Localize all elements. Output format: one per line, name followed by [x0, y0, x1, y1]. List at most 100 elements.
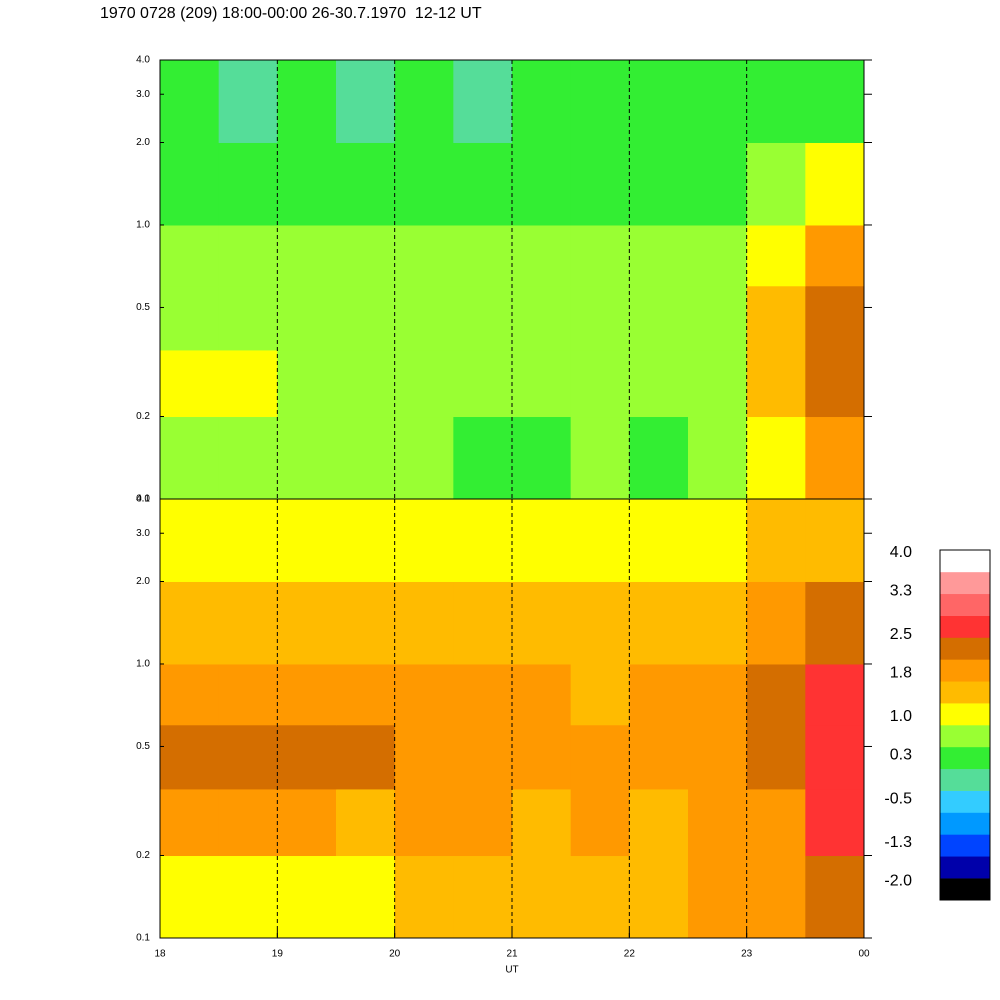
x-tick-label: 00: [858, 949, 870, 960]
heat-cell: [512, 663, 572, 726]
heat-cell: [218, 724, 278, 790]
heat-cell: [336, 224, 396, 287]
colorbar-band: [940, 878, 990, 901]
heat-cell: [746, 416, 806, 500]
heat-cell: [512, 285, 572, 351]
x-axis-label: UT: [505, 965, 518, 976]
heat-cell: [336, 499, 396, 582]
heat-cell: [512, 855, 572, 939]
heat-cell: [336, 60, 396, 143]
heat-cell: [277, 224, 337, 287]
heat-cell: [746, 788, 806, 857]
heat-cell: [218, 60, 278, 143]
heat-cell: [336, 663, 396, 726]
heat-cell: [746, 855, 806, 939]
heat-cell: [160, 349, 220, 418]
heat-cell: [570, 855, 630, 939]
heat-cell: [160, 142, 220, 226]
colorbar-label: 1.0: [890, 708, 912, 725]
heat-cell: [512, 416, 572, 500]
x-tick-label: 18: [154, 949, 166, 960]
heat-cell: [570, 499, 630, 582]
heat-cell: [218, 499, 278, 582]
heat-cell: [453, 724, 513, 790]
heat-cell: [512, 788, 572, 857]
heat-cell: [629, 499, 689, 582]
heat-cell: [394, 663, 454, 726]
colorbar-label: -2.0: [884, 872, 912, 889]
heat-cell: [688, 724, 748, 790]
heat-cell: [512, 349, 572, 418]
heat-cell: [453, 663, 513, 726]
colorbar-frame: [939, 549, 991, 901]
heat-cell: [688, 499, 748, 582]
heat-cell: [160, 224, 220, 287]
heat-cell: [629, 224, 689, 287]
heat-cell: [688, 581, 748, 665]
heat-cell: [394, 285, 454, 351]
heat-cell: [629, 142, 689, 226]
heat-cell: [160, 499, 220, 582]
heat-cell: [394, 581, 454, 665]
heat-cell: [453, 855, 513, 939]
colorbar-band: [940, 790, 990, 813]
heat-cell: [218, 224, 278, 287]
heat-cell: [160, 788, 220, 857]
heat-cell: [218, 285, 278, 351]
heat-cell: [629, 349, 689, 418]
plot-frame: [159, 498, 865, 939]
heat-cell: [805, 855, 865, 939]
heat-cell: [336, 855, 396, 939]
heat-cell: [512, 581, 572, 665]
heat-cell: [394, 224, 454, 287]
heat-cell: [336, 142, 396, 226]
heat-cell: [394, 499, 454, 582]
heat-cell: [218, 663, 278, 726]
heat-cell: [160, 60, 220, 143]
heat-cell: [805, 663, 865, 726]
colorbar-band: [940, 637, 990, 660]
colorbar-band: [940, 571, 990, 595]
heat-cell: [746, 581, 806, 665]
heat-cell: [629, 724, 689, 790]
colorbar-band: [940, 703, 990, 726]
heat-cell: [277, 855, 337, 939]
heat-cell: [453, 416, 513, 500]
heat-cell: [746, 285, 806, 351]
heat-cell: [336, 581, 396, 665]
heat-cell: [277, 724, 337, 790]
heat-cell: [688, 788, 748, 857]
heat-cell: [805, 416, 865, 500]
heat-cell: [277, 60, 337, 143]
heat-cell: [570, 663, 630, 726]
heat-cell: [746, 349, 806, 418]
heat-cell: [805, 60, 865, 143]
y-tick-label: 0.1: [136, 933, 150, 944]
heat-cell: [277, 788, 337, 857]
colorbar-band: [940, 725, 990, 748]
heat-cell: [570, 285, 630, 351]
heat-cell: [277, 416, 337, 500]
heat-cell: [218, 349, 278, 418]
heat-cell: [746, 663, 806, 726]
chart-title: 1970 0728 (209) 18:00-00:00 26-30.7.1970…: [100, 5, 482, 22]
heat-cell: [160, 581, 220, 665]
heat-cell: [570, 724, 630, 790]
heat-cell: [453, 142, 513, 226]
heat-cell: [805, 142, 865, 226]
heat-cell: [805, 499, 865, 582]
heat-cell: [277, 663, 337, 726]
heat-cell: [394, 788, 454, 857]
y-tick-label: 0.5: [136, 302, 150, 313]
heat-cell: [512, 142, 572, 226]
heat-cell: [453, 581, 513, 665]
heat-cell: [160, 663, 220, 726]
colorbar-label: -1.3: [884, 834, 912, 851]
heat-cell: [688, 60, 748, 143]
heat-cell: [688, 855, 748, 939]
heat-cell: [277, 349, 337, 418]
heat-cell: [570, 224, 630, 287]
heat-cell: [453, 349, 513, 418]
heat-cell: [629, 285, 689, 351]
